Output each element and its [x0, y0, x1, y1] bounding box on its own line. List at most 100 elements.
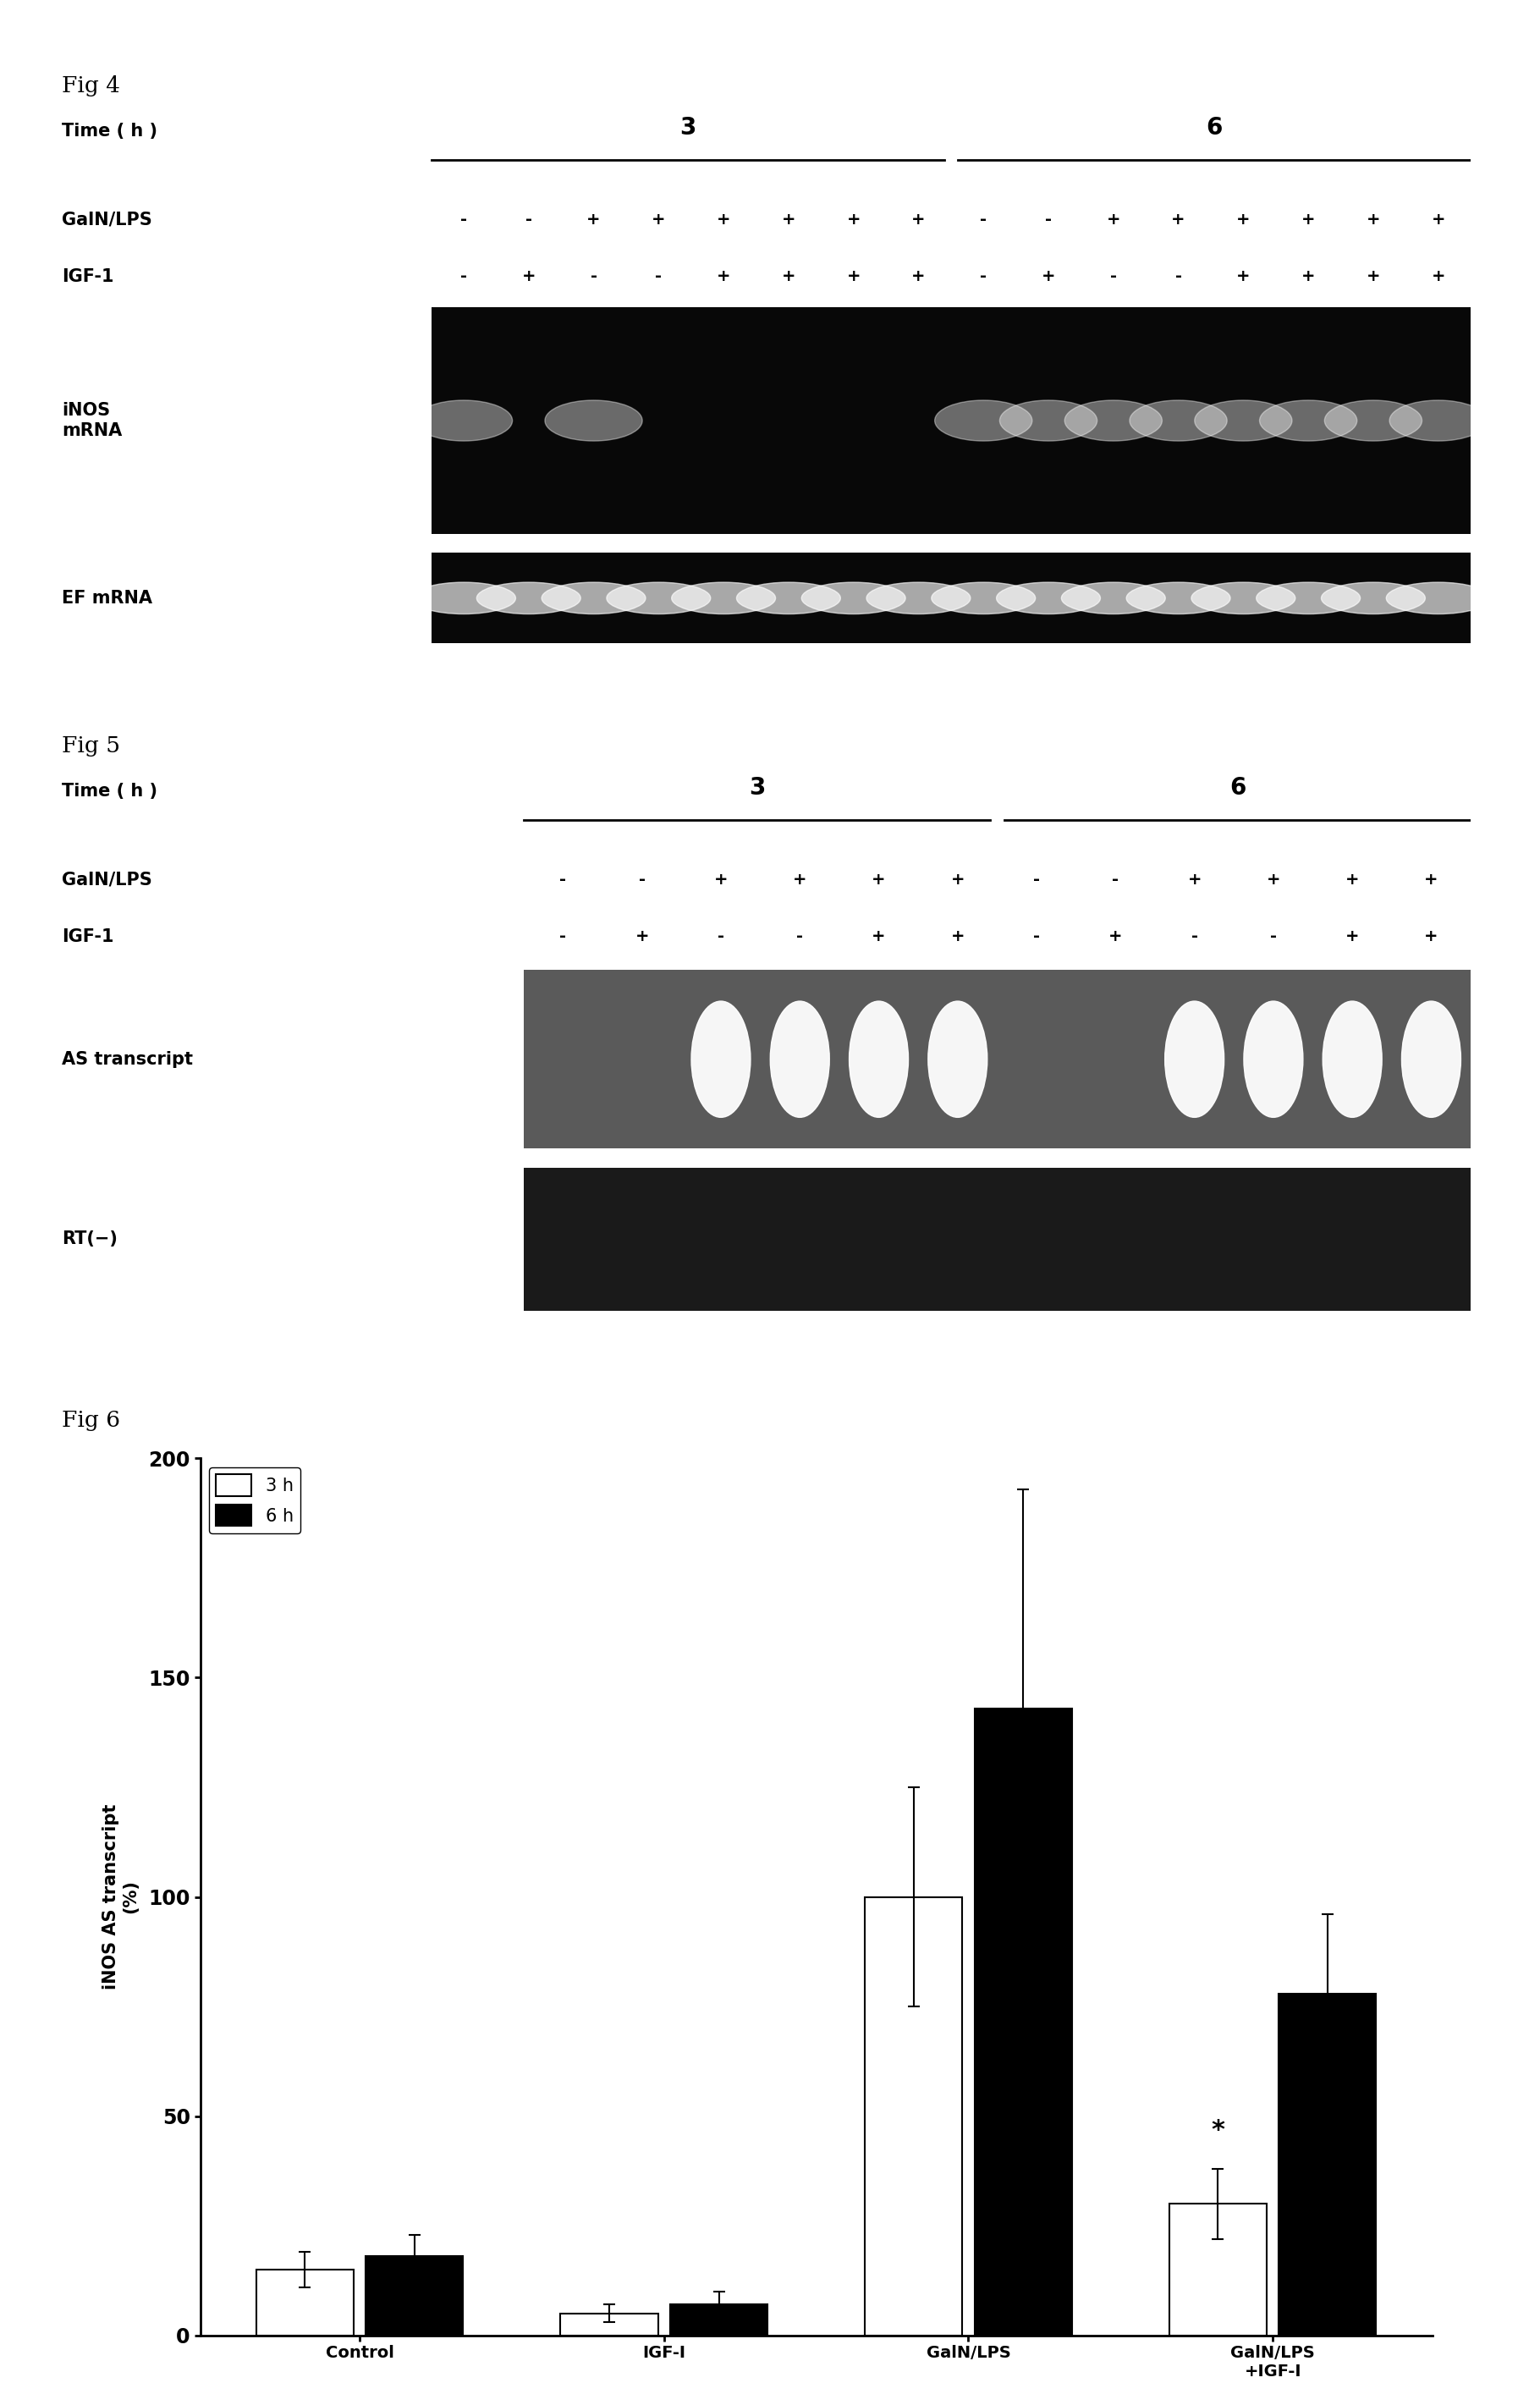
- Ellipse shape: [477, 581, 581, 615]
- Text: +: +: [1366, 212, 1380, 226]
- Ellipse shape: [411, 581, 516, 615]
- Text: +: +: [950, 929, 964, 944]
- Text: +: +: [1346, 872, 1360, 886]
- Text: +: +: [1106, 212, 1121, 226]
- Text: -: -: [1270, 929, 1277, 944]
- Bar: [367, 2257, 464, 2335]
- Text: -: -: [1110, 269, 1116, 284]
- Text: -: -: [1112, 872, 1120, 886]
- Text: GalN/LPS: GalN/LPS: [62, 210, 152, 229]
- Ellipse shape: [1323, 1001, 1381, 1118]
- Text: +: +: [950, 872, 964, 886]
- Text: -: -: [979, 269, 987, 284]
- Text: -: -: [1190, 929, 1198, 944]
- Text: EF mRNA: EF mRNA: [62, 589, 152, 608]
- Text: +: +: [716, 269, 730, 284]
- Text: +: +: [1424, 872, 1438, 886]
- Text: +: +: [793, 872, 807, 886]
- Text: +: +: [781, 212, 796, 226]
- Text: +: +: [1301, 212, 1315, 226]
- Text: -: -: [559, 872, 567, 886]
- Ellipse shape: [1257, 581, 1360, 615]
- Text: -: -: [1046, 212, 1052, 226]
- Ellipse shape: [1321, 581, 1424, 615]
- Text: +: +: [847, 269, 861, 284]
- Text: -: -: [718, 929, 724, 944]
- Bar: [975, 1709, 1072, 2335]
- Ellipse shape: [414, 400, 513, 441]
- Ellipse shape: [1260, 400, 1357, 441]
- Bar: [1278, 1992, 1377, 2335]
- Text: GalN/LPS: GalN/LPS: [62, 870, 152, 889]
- Text: -: -: [460, 212, 467, 226]
- Ellipse shape: [867, 581, 970, 615]
- Text: 3: 3: [679, 117, 696, 138]
- Text: AS transcript: AS transcript: [62, 1051, 192, 1068]
- Text: -: -: [639, 872, 645, 886]
- Ellipse shape: [1324, 400, 1421, 441]
- Bar: [1169, 2204, 1266, 2335]
- Text: -: -: [525, 212, 531, 226]
- Text: iNOS
mRNA: iNOS mRNA: [62, 403, 122, 438]
- Text: +: +: [1237, 212, 1250, 226]
- Text: +: +: [781, 269, 796, 284]
- Text: +: +: [1172, 212, 1186, 226]
- Ellipse shape: [1386, 581, 1491, 615]
- Ellipse shape: [1064, 400, 1163, 441]
- Text: +: +: [1187, 872, 1201, 886]
- Text: +: +: [912, 212, 926, 226]
- Text: -: -: [654, 269, 662, 284]
- Text: -: -: [590, 269, 598, 284]
- Text: +: +: [1237, 269, 1250, 284]
- Ellipse shape: [1195, 400, 1292, 441]
- Bar: [670, 2304, 767, 2335]
- Text: +: +: [1424, 929, 1438, 944]
- Ellipse shape: [671, 581, 776, 615]
- Ellipse shape: [1244, 1001, 1303, 1118]
- Text: +: +: [587, 212, 601, 226]
- Bar: [256, 2269, 354, 2335]
- Text: Fig 5: Fig 5: [62, 736, 120, 755]
- Text: -: -: [796, 929, 804, 944]
- Ellipse shape: [1401, 1001, 1461, 1118]
- Text: +: +: [716, 212, 730, 226]
- Ellipse shape: [1389, 400, 1488, 441]
- Text: -: -: [1175, 269, 1181, 284]
- Ellipse shape: [691, 1001, 750, 1118]
- Text: +: +: [522, 269, 536, 284]
- Ellipse shape: [736, 581, 841, 615]
- Ellipse shape: [770, 1001, 830, 1118]
- Ellipse shape: [607, 581, 710, 615]
- Text: Fig 6: Fig 6: [62, 1411, 120, 1430]
- Text: +: +: [651, 212, 665, 226]
- Legend: 3 h, 6 h: 3 h, 6 h: [209, 1468, 300, 1532]
- Ellipse shape: [801, 581, 906, 615]
- Text: +: +: [872, 872, 886, 886]
- Text: +: +: [1109, 929, 1123, 944]
- Ellipse shape: [1164, 1001, 1224, 1118]
- Ellipse shape: [1130, 400, 1227, 441]
- Ellipse shape: [849, 1001, 909, 1118]
- Text: +: +: [715, 872, 728, 886]
- Text: +: +: [872, 929, 886, 944]
- Ellipse shape: [996, 581, 1101, 615]
- Text: 6: 6: [1229, 777, 1246, 798]
- Text: +: +: [1301, 269, 1315, 284]
- Ellipse shape: [932, 581, 1035, 615]
- Text: +: +: [1431, 212, 1445, 226]
- Text: Time ( h ): Time ( h ): [62, 782, 157, 801]
- Text: Time ( h ): Time ( h ): [62, 122, 157, 141]
- Text: +: +: [847, 212, 861, 226]
- Y-axis label: iNOS AS transcript
(%): iNOS AS transcript (%): [103, 1804, 139, 1990]
- Text: +: +: [634, 929, 648, 944]
- Text: 6: 6: [1206, 117, 1223, 138]
- Text: -: -: [559, 929, 567, 944]
- Ellipse shape: [542, 581, 645, 615]
- Ellipse shape: [929, 1001, 987, 1118]
- Text: *: *: [1210, 2118, 1224, 2142]
- Ellipse shape: [1192, 581, 1295, 615]
- Text: +: +: [1431, 269, 1445, 284]
- Ellipse shape: [1126, 581, 1230, 615]
- Text: -: -: [979, 212, 987, 226]
- Text: IGF-1: IGF-1: [62, 267, 114, 286]
